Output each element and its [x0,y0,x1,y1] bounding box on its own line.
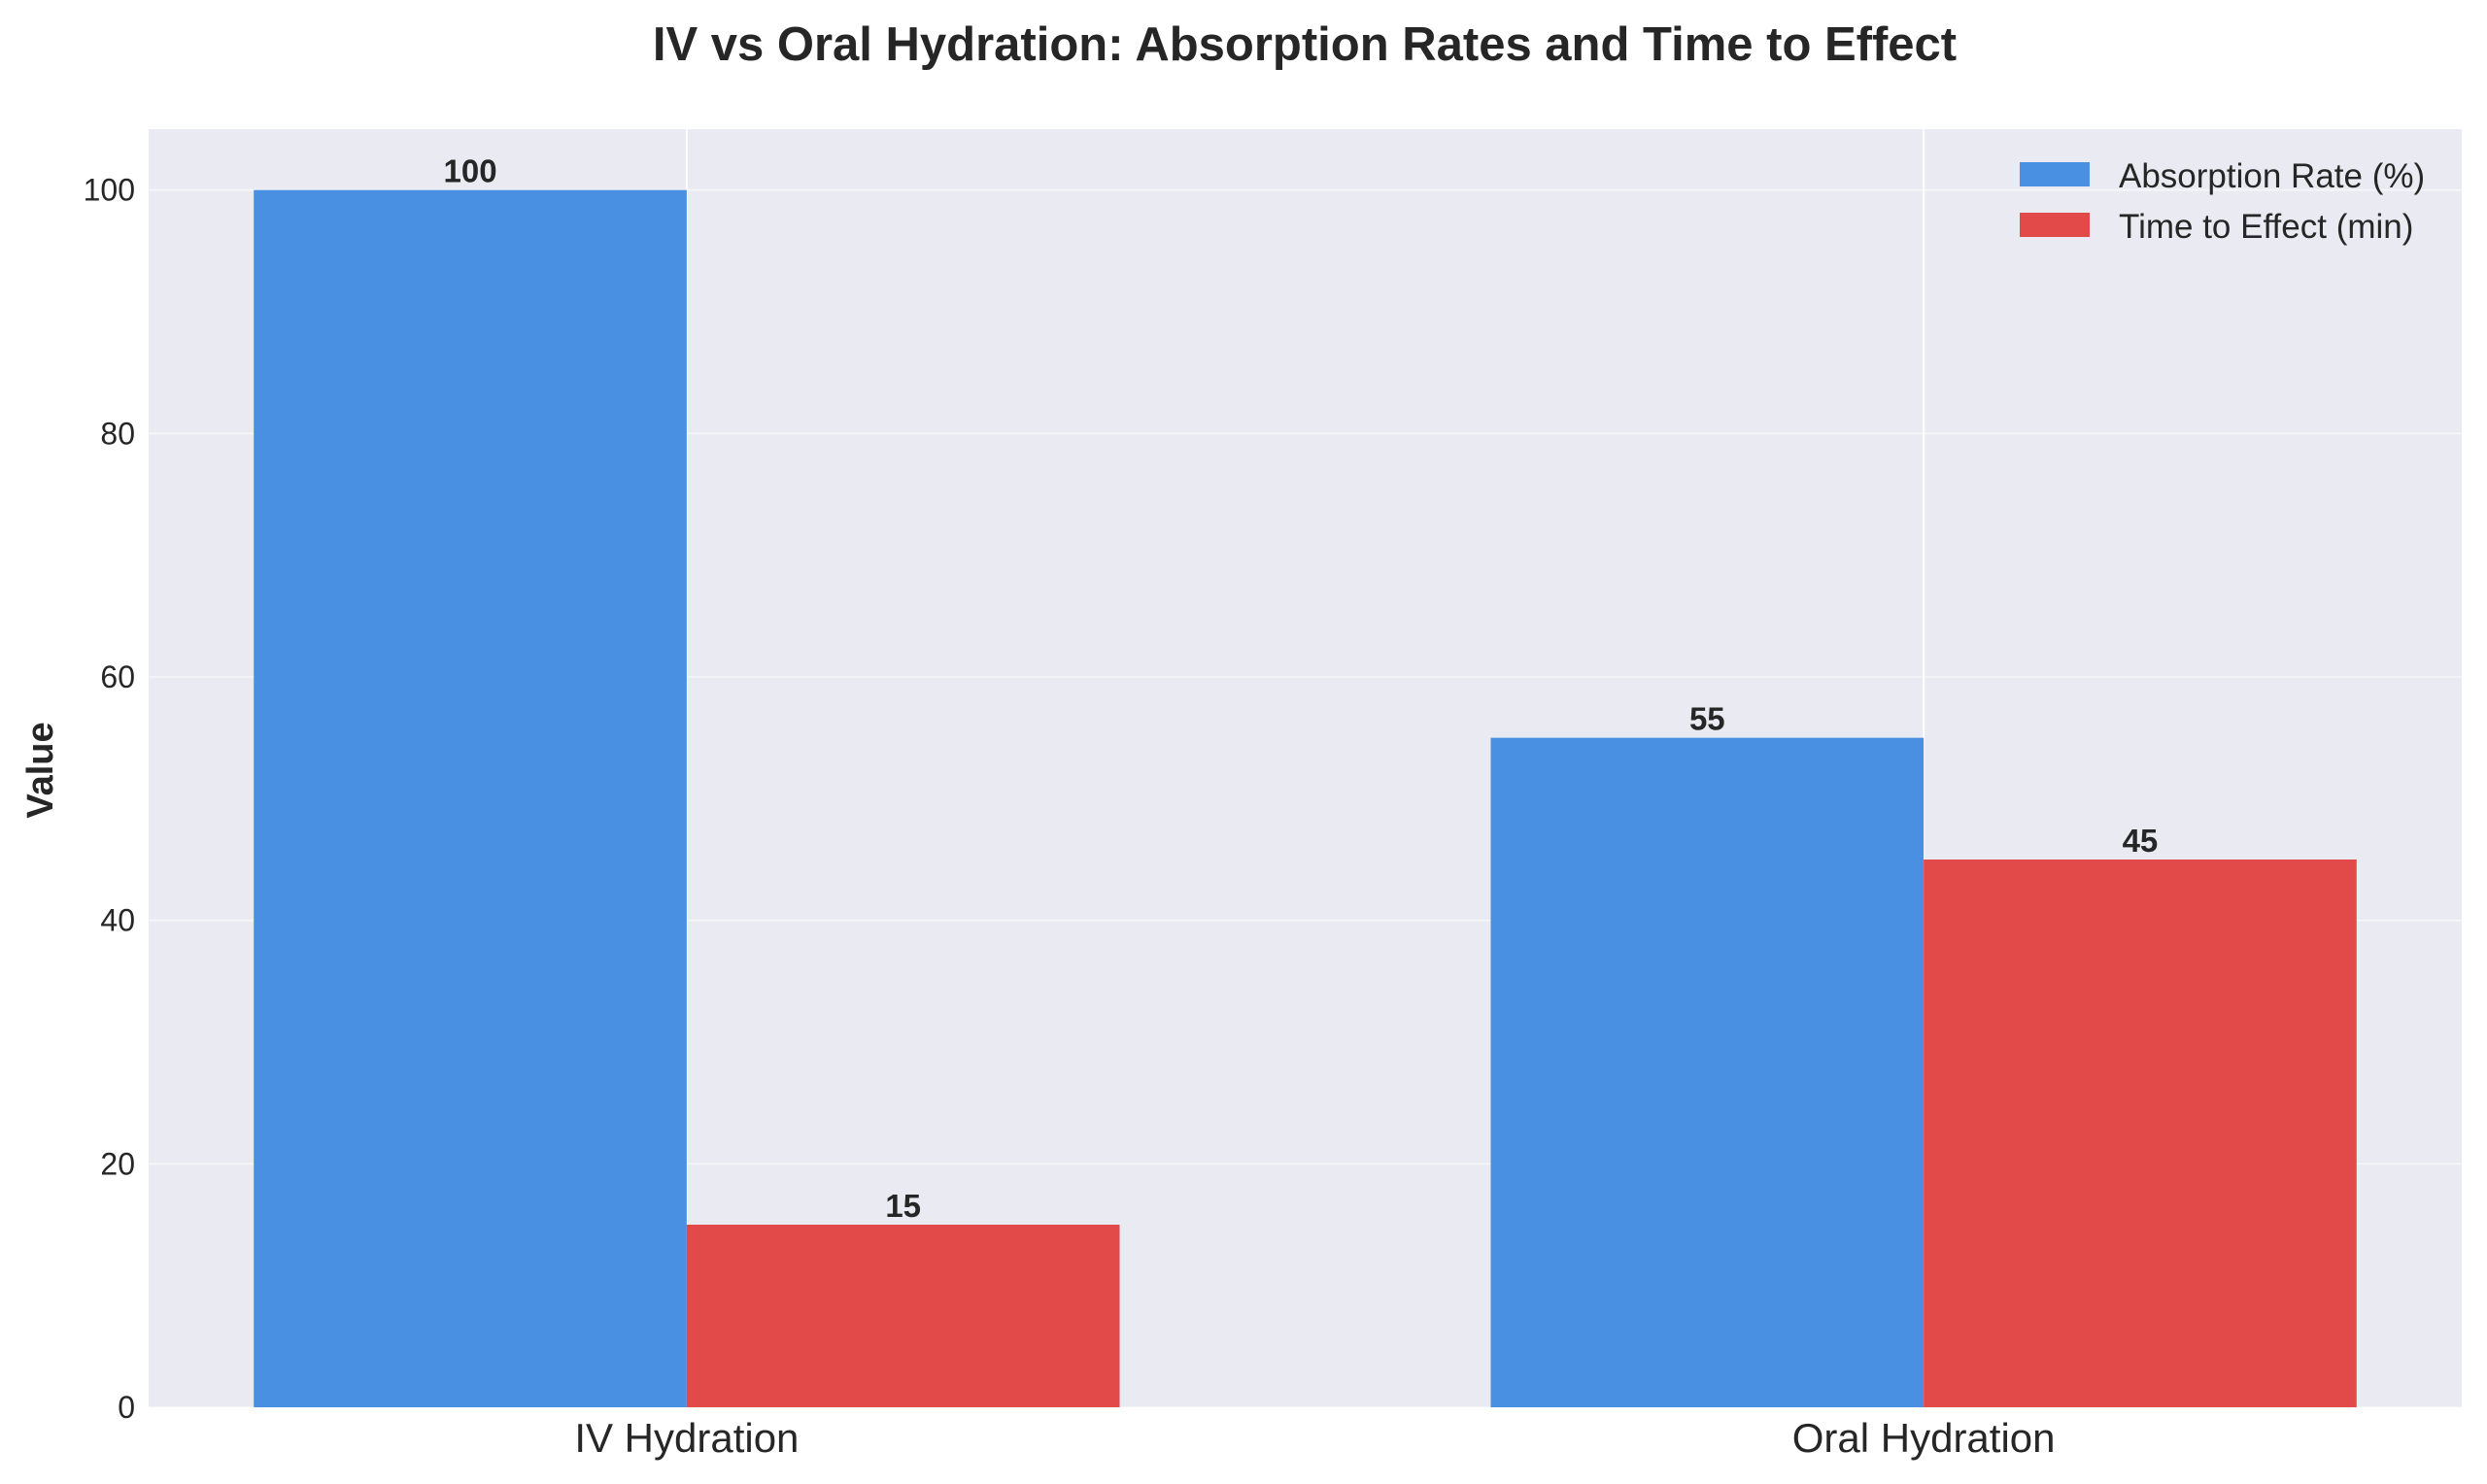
y-tick-label: 20 [100,1146,135,1181]
y-tick-label: 0 [118,1390,135,1425]
legend-swatch [2020,213,2090,237]
bar-time-to-effect [1924,860,2357,1407]
value-label: 45 [2123,823,2159,859]
legend-swatch [2020,162,2090,186]
bars [254,189,2357,1408]
bar-absorption-rate [254,189,687,1408]
y-tick-label: 60 [100,659,135,694]
x-tick-label: IV Hydration [574,1415,799,1461]
bar-absorption-rate [1490,737,1925,1407]
legend-label: Time to Effect (min) [2119,208,2413,246]
y-tick-label: 80 [100,416,135,451]
value-label: 55 [1689,701,1725,737]
y-tick-label: 40 [100,903,135,938]
x-tick-label: Oral Hydration [1792,1415,2056,1461]
legend-label: Absorption Rate (%) [2119,157,2425,195]
y-axis-label: Value [20,722,61,818]
y-axis: 0 20 40 60 80 100 [84,173,135,1425]
value-label: 100 [444,153,497,189]
x-axis: IV Hydration Oral Hydration [574,1415,2055,1461]
legend: Absorption Rate (%) Time to Effect (min) [2020,157,2425,246]
value-labels: 100 55 15 45 [444,153,2159,1224]
bar-time-to-effect [686,1225,1120,1407]
chart-title: IV vs Oral Hydration: Absorption Rates a… [653,18,1957,71]
value-label: 15 [885,1188,921,1224]
y-tick-label: 100 [84,173,135,208]
